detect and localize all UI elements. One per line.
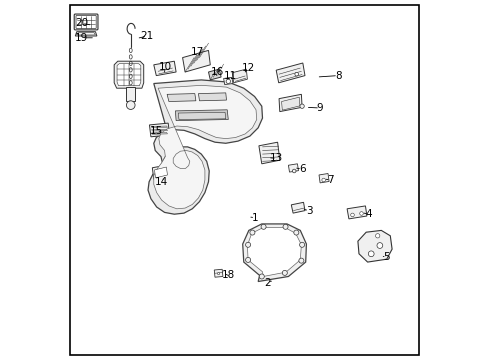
Polygon shape [153,85,256,209]
Circle shape [217,273,219,275]
Text: 13: 13 [270,153,283,163]
Circle shape [350,213,354,217]
Polygon shape [182,50,210,72]
Polygon shape [153,61,176,76]
Text: 3: 3 [305,206,312,216]
Circle shape [294,72,298,76]
Circle shape [245,242,250,247]
Polygon shape [151,132,167,134]
Polygon shape [214,269,223,277]
Polygon shape [242,224,306,282]
Circle shape [249,230,254,235]
Circle shape [375,234,379,238]
Polygon shape [198,93,226,101]
Polygon shape [281,97,299,110]
Text: 9: 9 [316,103,323,113]
Polygon shape [151,126,167,128]
Polygon shape [346,206,366,219]
Polygon shape [276,63,305,83]
Circle shape [321,178,325,182]
Polygon shape [247,228,301,276]
Polygon shape [149,123,169,137]
Text: 4: 4 [365,209,371,219]
Text: 5: 5 [383,252,389,262]
Text: 6: 6 [298,164,305,174]
Circle shape [245,257,250,262]
Text: 18: 18 [221,270,234,280]
Circle shape [283,224,287,229]
Text: 1: 1 [251,213,258,223]
Text: 16: 16 [210,67,224,77]
Polygon shape [77,33,95,35]
Circle shape [225,79,230,84]
Polygon shape [279,94,302,112]
Circle shape [261,224,265,229]
Circle shape [259,274,264,279]
Polygon shape [75,32,97,36]
FancyBboxPatch shape [76,15,96,28]
Polygon shape [126,87,135,101]
Text: 19: 19 [75,33,88,43]
Circle shape [282,270,287,275]
Text: 17: 17 [191,47,204,57]
Polygon shape [175,110,228,121]
Text: 8: 8 [334,71,341,81]
Polygon shape [258,142,279,164]
Polygon shape [357,230,391,262]
Circle shape [293,230,298,235]
Polygon shape [167,94,196,102]
Circle shape [299,104,304,108]
Text: 10: 10 [159,62,171,72]
Text: 7: 7 [327,175,333,185]
Text: 15: 15 [149,126,163,136]
Polygon shape [154,167,167,178]
Polygon shape [114,61,143,88]
Circle shape [299,242,304,247]
Polygon shape [223,77,232,85]
Polygon shape [288,164,298,172]
Polygon shape [232,69,247,83]
Circle shape [367,251,373,257]
Polygon shape [151,129,167,131]
Circle shape [292,169,295,173]
Circle shape [298,258,303,263]
Circle shape [359,212,363,215]
Circle shape [376,243,382,248]
Text: 12: 12 [241,63,254,73]
Polygon shape [152,165,169,179]
Text: 20: 20 [75,18,88,28]
Polygon shape [178,112,225,120]
Circle shape [126,101,135,109]
Text: 11: 11 [223,71,236,81]
Polygon shape [117,64,141,86]
Text: 14: 14 [155,177,168,187]
Polygon shape [291,202,305,213]
Polygon shape [318,174,328,183]
Polygon shape [208,69,221,80]
FancyBboxPatch shape [74,14,98,30]
Text: 2: 2 [264,278,271,288]
Text: 21: 21 [141,31,154,41]
Polygon shape [148,80,262,214]
